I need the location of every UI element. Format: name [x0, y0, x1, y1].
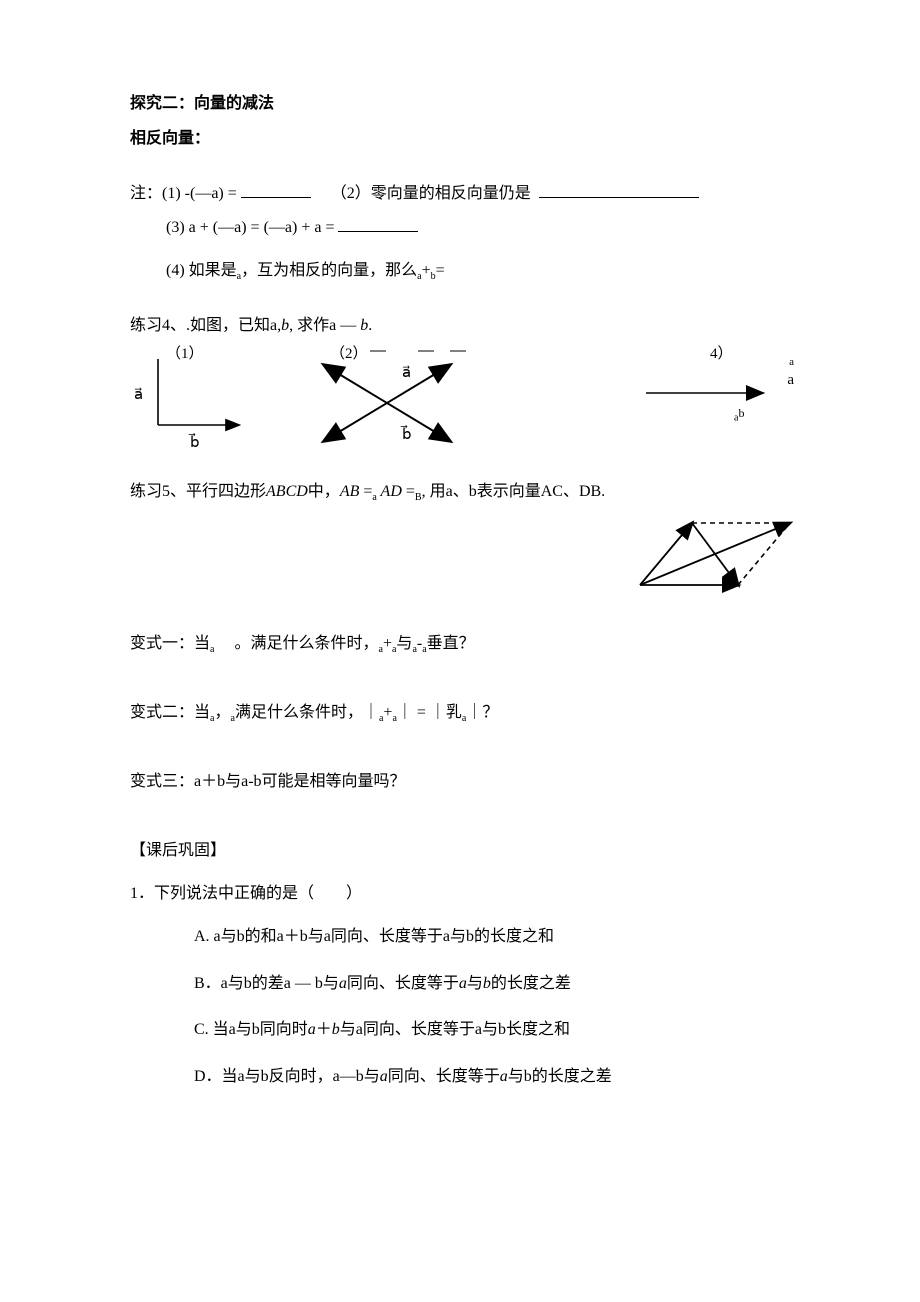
consolidation-heading: 【课后巩固】	[130, 837, 800, 866]
q1-option-d: D．当a与b反向时，a—b与a同向、长度等于a与b的长度之差	[130, 1063, 800, 1092]
ex5-db: DB.	[579, 483, 605, 500]
ex5-eq2: =	[402, 483, 415, 500]
note2-body: 零向量的相反向量仍是	[371, 185, 531, 202]
q1-option-a: A. a与b的和a＋b与a同向、长度等于a与b的长度之和	[130, 923, 800, 952]
heading-inquiry-2: 探究二：向量的减法	[130, 90, 800, 119]
heading-opposite-vector: 相反向量：	[130, 125, 800, 154]
parallelogram-wrap	[130, 513, 800, 604]
svg-text:b⃗: b⃗	[188, 432, 200, 451]
exercise-5-text: 练习5、平行四边形ABCD中，AB =a AD =B, 用a、b表示向量AC、D…	[130, 483, 605, 500]
exercise-4-title: 练习4、.如图，已知a,b, 求作a — b.	[130, 312, 800, 341]
fig2-num: （2）	[330, 341, 368, 368]
ex5-abcd: ABCD	[266, 483, 308, 500]
fig4-num: 4）	[710, 341, 733, 368]
ex5-prefix: 练习5、平行四边形	[130, 483, 266, 500]
blank-2	[539, 197, 699, 198]
fig2-svg: a⃗ b⃗	[300, 347, 480, 457]
svg-text:b⃗: b⃗	[400, 424, 412, 443]
note4-body: 如果是a，互为相反的向量，那么a+b=	[189, 262, 445, 279]
note1-num: (1)	[162, 185, 181, 202]
note-line-3: (3) a + (—a) = (—a) + a =	[130, 214, 800, 243]
figure-1: （1） a⃗ b⃗	[130, 347, 300, 468]
figure-4: 4） a a ab	[640, 347, 800, 428]
blank-3	[338, 231, 418, 232]
note1-body: -(—a) =	[181, 185, 241, 202]
q1-option-b: B．a与b的差a — b与a同向、长度等于a与b的长度之差	[130, 970, 800, 999]
note-line-4: (4) 如果是a，互为相反的向量，那么a+b=	[130, 257, 800, 286]
parallelogram-svg	[630, 513, 800, 593]
note3-num: (3)	[166, 219, 185, 236]
fig4-b: ab	[734, 403, 744, 427]
variant-1: 变式一：当a 。满足什么条件时，a+a与a-a垂直？	[130, 630, 800, 659]
variant-2: 变式二：当a，a满足什么条件时，｜a+a｜ = ｜乳a｜？	[130, 699, 800, 728]
ex5-ac: AC	[541, 483, 563, 500]
ex5-ab: AB	[340, 483, 360, 500]
note-prefix: 注：	[130, 185, 162, 202]
blank-1	[241, 197, 311, 198]
note3-body: a + (—a) = (—a) + a =	[185, 219, 339, 236]
variant-3: 变式三：a＋b与a-b可能是相等向量吗？	[130, 768, 800, 797]
ex5-b-sub: B	[415, 492, 422, 503]
note4-num: (4)	[166, 262, 185, 279]
ex5-ad: AD	[377, 483, 402, 500]
ex5-mid1: 中，	[308, 483, 340, 500]
note2-num: （2）	[331, 185, 371, 202]
ex5-mid2: , 用a、b表示向量	[422, 483, 541, 500]
ex5-eq1: =	[359, 483, 372, 500]
figure-row: （1） a⃗ b⃗ （2）	[130, 347, 800, 468]
document-page: 探究二：向量的减法 相反向量： 注：(1) -(—a) = （2）零向量的相反向…	[0, 0, 920, 1138]
figure-2: （2） a⃗ b⃗	[300, 347, 530, 468]
fig1-num: （1）	[166, 341, 204, 368]
exercise-5-row: 练习5、平行四边形ABCD中，AB =a AD =B, 用a、b表示向量AC、D…	[130, 478, 800, 507]
svg-text:a⃗: a⃗	[402, 365, 411, 381]
q1-stem: 1．下列说法中正确的是（ ）	[130, 880, 800, 909]
svg-text:a⃗: a⃗	[134, 387, 143, 403]
fig4-a: a	[787, 367, 794, 394]
note-line-1: 注：(1) -(—a) = （2）零向量的相反向量仍是	[130, 180, 800, 209]
q1-option-c: C. 当a与b同向时a＋b与a同向、长度等于a与b长度之和	[130, 1016, 800, 1045]
ex5-sep: 、	[563, 483, 579, 500]
